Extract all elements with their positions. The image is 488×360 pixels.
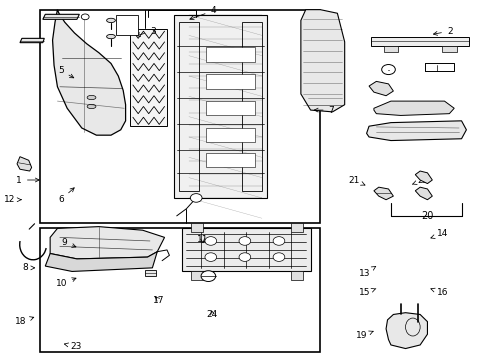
Text: 13: 13 (358, 266, 375, 278)
Bar (116, 15, 138, 35)
Bar (290, 223, 303, 232)
Bar (205, 47, 254, 62)
Bar (191, 223, 203, 232)
Text: 18: 18 (15, 317, 34, 326)
Polygon shape (43, 14, 79, 19)
Text: 1: 1 (16, 176, 39, 185)
Polygon shape (414, 171, 431, 184)
Circle shape (204, 253, 216, 261)
Bar (205, 74, 254, 89)
Text: 16: 16 (430, 288, 448, 297)
Text: 21: 21 (347, 176, 364, 185)
Circle shape (204, 237, 216, 245)
Polygon shape (441, 45, 456, 51)
Text: 12: 12 (4, 195, 21, 204)
Circle shape (201, 271, 215, 282)
Text: 15: 15 (358, 288, 375, 297)
Bar (205, 128, 254, 142)
Circle shape (273, 253, 284, 261)
Text: 22: 22 (411, 176, 428, 185)
Polygon shape (371, 37, 468, 45)
Bar (205, 153, 254, 167)
Ellipse shape (87, 104, 96, 109)
Polygon shape (414, 187, 431, 200)
Bar (191, 271, 203, 280)
Polygon shape (45, 252, 157, 271)
Text: 23: 23 (64, 342, 82, 351)
Circle shape (381, 64, 394, 75)
Text: 4: 4 (189, 6, 216, 20)
Polygon shape (368, 81, 392, 96)
Text: 10: 10 (56, 278, 76, 288)
Polygon shape (20, 39, 44, 42)
Text: 7: 7 (314, 105, 334, 114)
Circle shape (239, 253, 250, 261)
Polygon shape (53, 10, 125, 135)
Text: 6: 6 (58, 188, 74, 204)
Text: 19: 19 (355, 331, 372, 341)
Text: 11: 11 (197, 235, 208, 244)
Polygon shape (366, 121, 466, 140)
Text: 24: 24 (206, 310, 218, 319)
Bar (205, 101, 254, 116)
Polygon shape (383, 45, 397, 51)
Bar (41, 228, 320, 352)
Text: 14: 14 (430, 229, 447, 239)
Circle shape (239, 237, 250, 245)
Text: 9: 9 (61, 238, 76, 247)
Bar (145, 270, 156, 276)
Text: 2: 2 (432, 27, 451, 36)
Polygon shape (174, 15, 266, 198)
Polygon shape (300, 10, 344, 112)
Polygon shape (373, 101, 453, 116)
Circle shape (81, 14, 89, 20)
Polygon shape (130, 30, 166, 126)
Text: 8: 8 (22, 264, 35, 273)
Polygon shape (181, 228, 310, 271)
Polygon shape (50, 226, 164, 259)
Text: 17: 17 (153, 296, 164, 305)
Ellipse shape (106, 35, 115, 39)
Circle shape (273, 237, 284, 245)
Circle shape (190, 194, 202, 202)
Ellipse shape (87, 95, 96, 100)
Polygon shape (373, 187, 392, 200)
Ellipse shape (106, 18, 115, 23)
Bar (290, 271, 303, 280)
Polygon shape (386, 313, 427, 348)
Polygon shape (17, 157, 32, 171)
Text: 3: 3 (136, 27, 155, 36)
Text: 20: 20 (420, 211, 433, 221)
Bar (41, 10, 320, 223)
Text: 5: 5 (58, 66, 74, 78)
